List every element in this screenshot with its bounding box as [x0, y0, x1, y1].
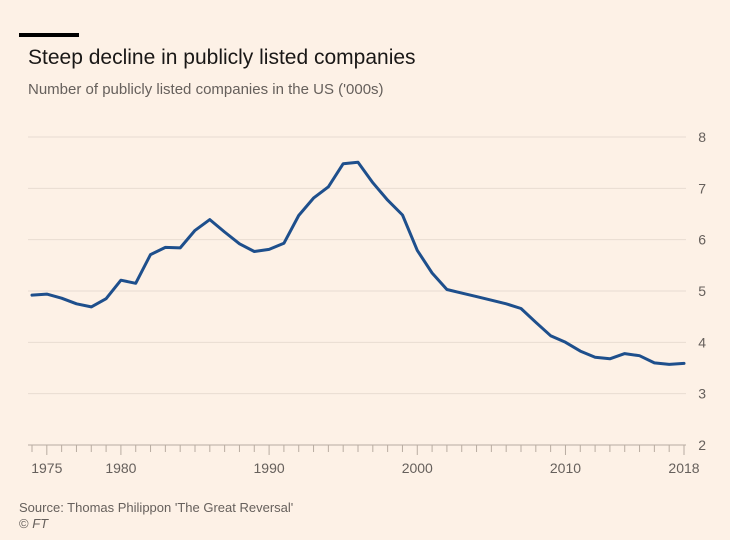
series-line-listed-companies	[30, 160, 686, 366]
source-note: Source: Thomas Philippon 'The Great Reve…	[19, 500, 294, 515]
y-tick-label-5: 5	[698, 283, 706, 299]
x-tick-label-1980: 1980	[105, 460, 136, 476]
y-tick-label-3: 3	[698, 386, 706, 402]
y-tick-label-4: 4	[698, 334, 706, 350]
ft-brand-bar	[19, 33, 79, 37]
chart-subtitle: Number of publicly listed companies in t…	[28, 81, 384, 98]
x-tick-label-1975: 1975	[31, 460, 62, 476]
x-tick-label-2000: 2000	[402, 460, 433, 476]
x-axis	[28, 444, 686, 455]
ft-brand-credit: FT	[32, 516, 49, 531]
chart-title: Steep decline in publicly listed compani…	[28, 46, 416, 69]
y-tick-label-2: 2	[698, 437, 706, 453]
y-tick-label-6: 6	[698, 232, 706, 248]
x-tick-label-2010: 2010	[550, 460, 581, 476]
gridlines	[28, 136, 686, 395]
x-tick-label-2018: 2018	[668, 460, 699, 476]
copyright-symbol: ©	[19, 516, 29, 531]
y-tick-label-8: 8	[698, 129, 706, 145]
copyright-note: © FT	[19, 516, 48, 531]
line-chart: 2 3 4 5 6 7 8 1975 1980 1990 2000 2010 2018	[28, 129, 706, 476]
x-tick-label-1990: 1990	[254, 460, 285, 476]
x-tick-labels: 1975 1980 1990 2000 2010 2018	[31, 460, 700, 476]
series-layer	[30, 160, 686, 366]
y-tick-label-7: 7	[698, 180, 706, 196]
y-axis: 2 3 4 5 6 7 8	[698, 129, 706, 453]
